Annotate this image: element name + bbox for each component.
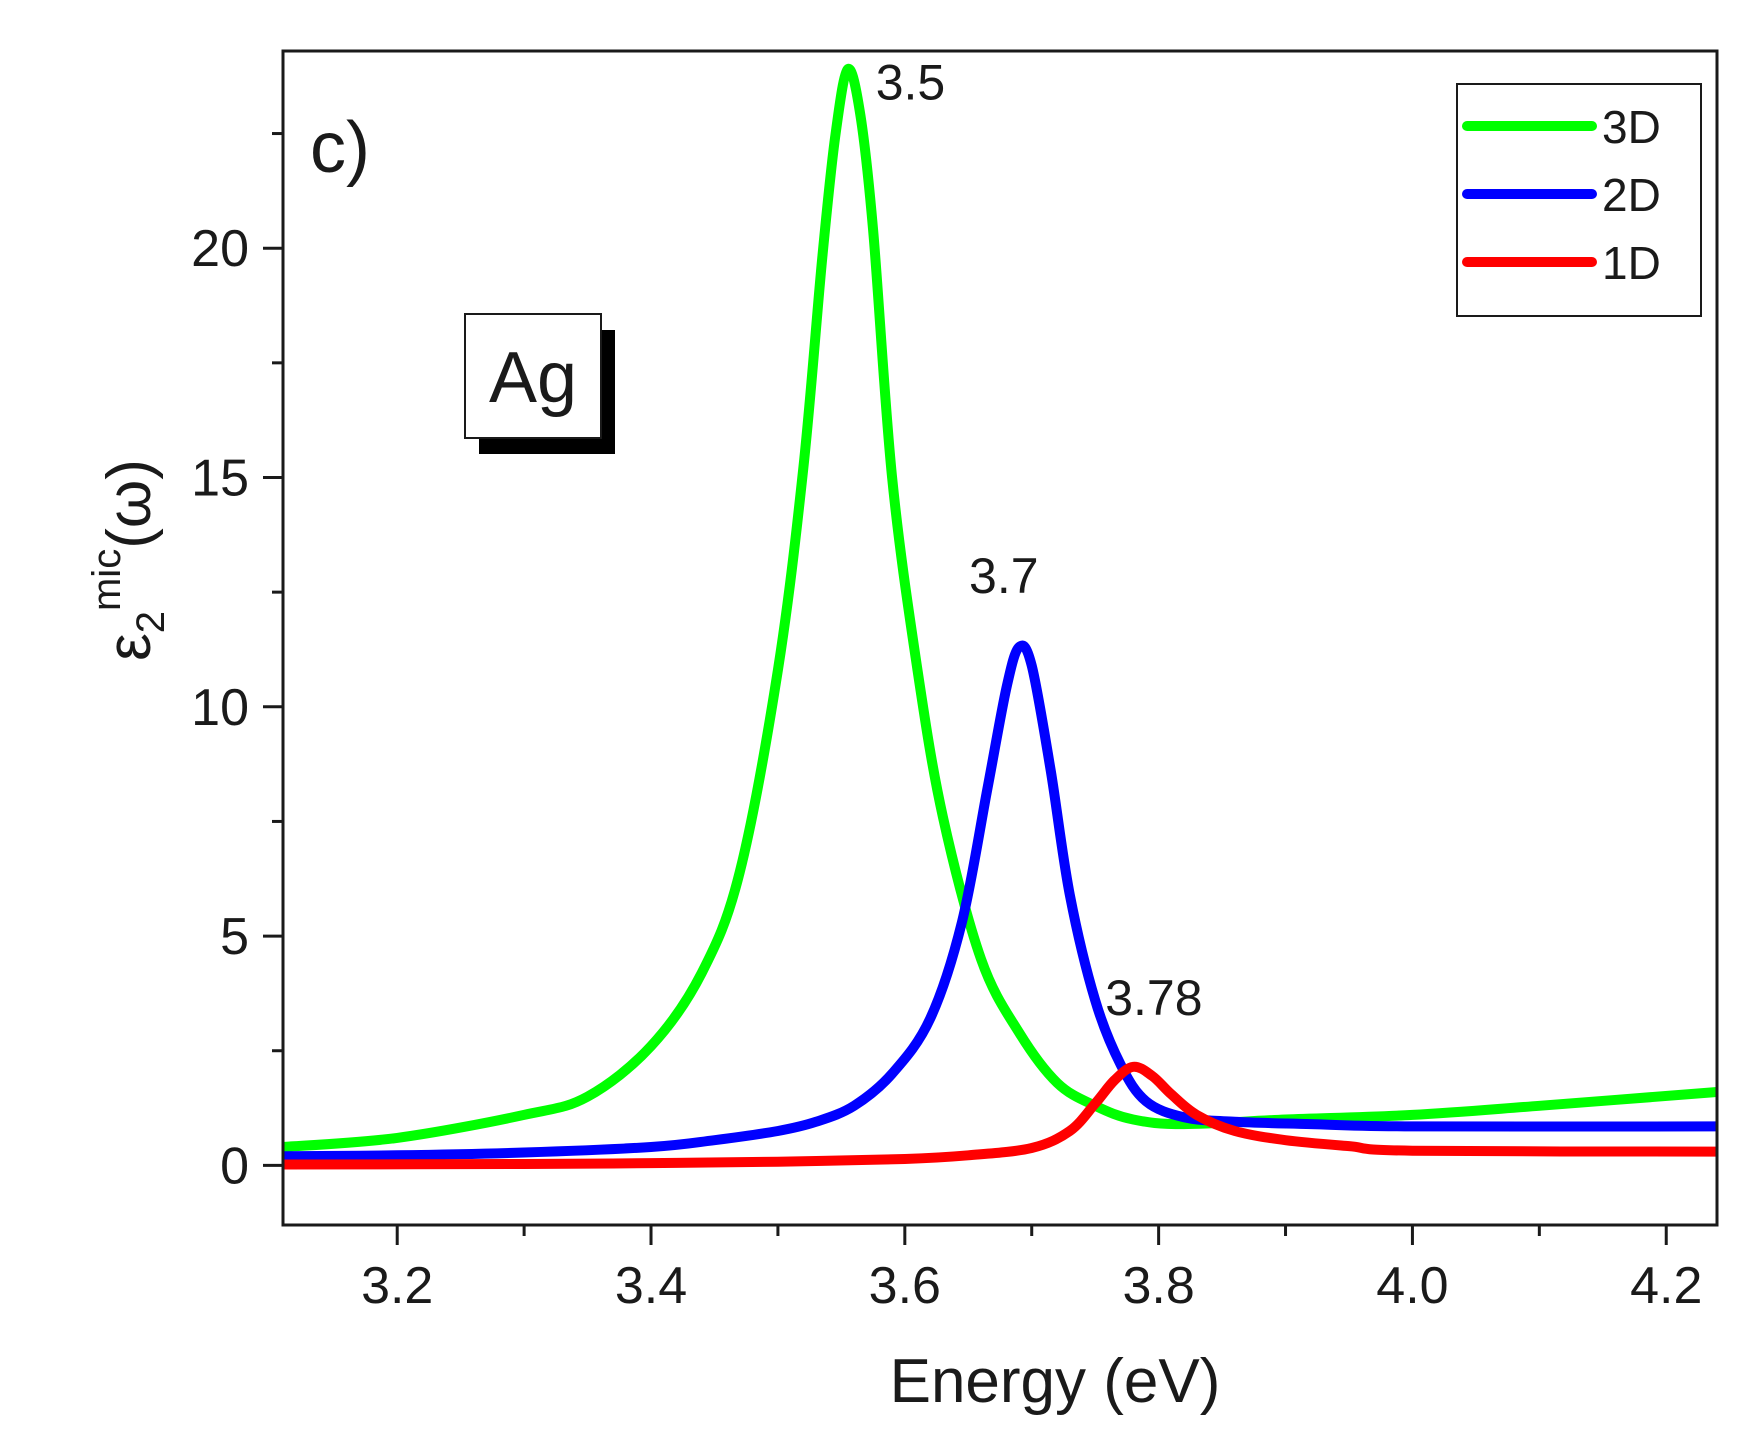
legend-label: 3D bbox=[1602, 101, 1661, 153]
y-axis-title-sup: mic bbox=[85, 549, 129, 611]
y-tick-label: 10 bbox=[191, 679, 249, 737]
series-line-1d bbox=[283, 1061, 1717, 1170]
legend-frame bbox=[1456, 83, 1702, 317]
peak-label: 3.7 bbox=[969, 548, 1039, 604]
x-tick-label: 3.8 bbox=[1122, 1257, 1194, 1315]
y-tick-label: 20 bbox=[191, 220, 249, 278]
plot-frame bbox=[281, 49, 1719, 1227]
series-layer bbox=[283, 64, 1717, 1170]
material-label: Ag bbox=[489, 338, 577, 418]
x-tick-label: 4.0 bbox=[1376, 1257, 1448, 1315]
legend-entries: 3D 2D 1D bbox=[1462, 101, 1661, 289]
y-axis-title: ε2mic(ω) bbox=[85, 459, 173, 661]
material-label-box: Ag bbox=[464, 313, 615, 454]
x-tick-label: 3.2 bbox=[361, 1257, 433, 1315]
peak-label: 3.78 bbox=[1105, 970, 1202, 1026]
series-line-2d bbox=[283, 640, 1717, 1162]
y-axis-title-base: ε bbox=[95, 633, 164, 661]
panel-label: c) bbox=[310, 108, 370, 188]
x-tick-label: 4.2 bbox=[1630, 1257, 1702, 1315]
y-tick-label: 5 bbox=[220, 908, 249, 966]
legend-label: 2D bbox=[1602, 169, 1661, 221]
y-axis-title-suffix: (ω) bbox=[95, 459, 164, 549]
x-axis-title: Energy (eV) bbox=[890, 1347, 1221, 1416]
svg-text:ε2mic(ω): ε2mic(ω) bbox=[85, 459, 173, 661]
x-tick-label: 3.4 bbox=[615, 1257, 687, 1315]
annotation-layer: 3.5 3.7 3.78 bbox=[876, 54, 1203, 1025]
legend: 3D 2D 1D bbox=[1456, 83, 1702, 317]
peak-label: 3.5 bbox=[876, 54, 946, 110]
series-line-3d bbox=[283, 64, 1717, 1152]
y-axis-title-sub: 2 bbox=[129, 611, 173, 633]
y-tick-label: 15 bbox=[191, 449, 249, 507]
material-label-frame bbox=[464, 313, 602, 439]
ticks-layer: 3.2 3.4 3.6 3.8 4.0 4.2 0 5 10 15 20 bbox=[191, 132, 1702, 1315]
legend-label: 1D bbox=[1602, 237, 1661, 289]
x-tick-label: 3.6 bbox=[869, 1257, 941, 1315]
y-tick-label: 0 bbox=[220, 1137, 249, 1195]
